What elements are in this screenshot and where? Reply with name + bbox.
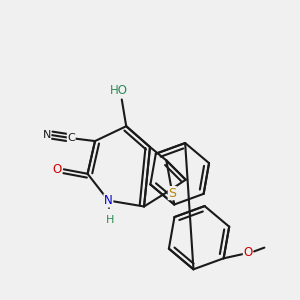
Text: N: N — [42, 130, 51, 140]
Text: C: C — [68, 133, 75, 142]
Text: HO: HO — [110, 84, 128, 97]
Text: O: O — [52, 163, 62, 176]
Text: N: N — [104, 194, 113, 207]
Text: S: S — [168, 187, 176, 200]
Text: O: O — [243, 247, 253, 260]
Text: H: H — [106, 215, 114, 225]
